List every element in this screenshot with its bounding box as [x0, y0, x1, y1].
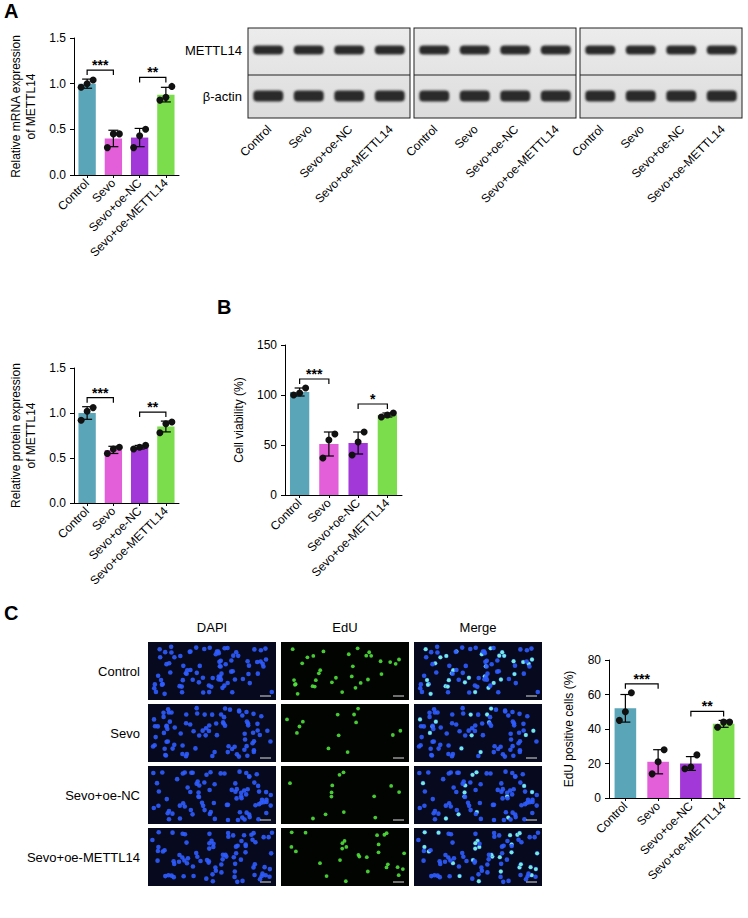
- svg-text:*: *: [370, 391, 376, 407]
- svg-text:Sevo: Sevo: [110, 726, 140, 741]
- svg-text:Sevo+oe-METTL14: Sevo+oe-METTL14: [312, 122, 396, 206]
- svg-text:80: 80: [588, 653, 602, 667]
- svg-text:Sevo+oe-NC: Sevo+oe-NC: [637, 799, 696, 858]
- html-text:A: A: [4, 0, 19, 22]
- svg-text:Sevo: Sevo: [452, 122, 481, 151]
- svg-text:of METTL14: of METTL14: [24, 402, 38, 468]
- svg-text:0.5: 0.5: [49, 122, 66, 136]
- svg-text:Control: Control: [593, 799, 630, 836]
- svg-text:Sevo+oe-NC: Sevo+oe-NC: [628, 122, 688, 181]
- svg-text:EdU: EdU: [332, 620, 357, 635]
- svg-text:**: **: [147, 64, 158, 80]
- svg-text:1.0: 1.0: [49, 406, 66, 420]
- svg-text:Control: Control: [55, 504, 92, 541]
- svg-text:Sevo+oe-NC: Sevo+oe-NC: [304, 496, 364, 555]
- svg-text:METTL14: METTL14: [185, 43, 242, 58]
- svg-text:0: 0: [270, 488, 277, 502]
- svg-text:0.5: 0.5: [49, 451, 66, 465]
- svg-text:**: **: [702, 698, 713, 714]
- svg-text:***: ***: [92, 385, 109, 401]
- svg-text:Control: Control: [98, 664, 140, 679]
- svg-text:Control: Control: [267, 496, 304, 533]
- svg-text:***: ***: [306, 366, 323, 382]
- svg-text:Cell viability (%): Cell viability (%): [232, 377, 246, 462]
- svg-text:***: ***: [634, 671, 651, 687]
- svg-text:40: 40: [588, 722, 602, 736]
- svg-text:1.5: 1.5: [49, 31, 66, 45]
- svg-text:of METTL14: of METTL14: [24, 73, 38, 139]
- svg-text:DAPI: DAPI: [197, 620, 227, 635]
- svg-text:Sevo+oe-METTL14: Sevo+oe-METTL14: [644, 122, 728, 206]
- svg-text:20: 20: [588, 757, 602, 771]
- svg-text:Sevo: Sevo: [286, 122, 315, 151]
- svg-text:0: 0: [594, 791, 601, 805]
- svg-text:β-actin: β-actin: [203, 89, 242, 104]
- svg-text:0.0: 0.0: [49, 496, 66, 510]
- svg-text:Control: Control: [55, 176, 92, 213]
- svg-text:0.0: 0.0: [49, 168, 66, 182]
- svg-text:**: **: [147, 399, 158, 415]
- svg-text:Sevo+oe-NC: Sevo+oe-NC: [462, 122, 522, 181]
- svg-text:100: 100: [257, 388, 277, 402]
- svg-text:Relative protein expression: Relative protein expression: [9, 363, 23, 508]
- svg-text:Merge: Merge: [460, 620, 497, 635]
- svg-text:50: 50: [264, 438, 278, 452]
- svg-text:Sevo+oe-NC: Sevo+oe-NC: [85, 504, 145, 563]
- svg-text:EdU positive cells (%): EdU positive cells (%): [562, 671, 576, 788]
- svg-text:Sevo+oe-NC: Sevo+oe-NC: [85, 176, 145, 235]
- svg-text:Control: Control: [569, 122, 606, 159]
- svg-text:***: ***: [92, 57, 109, 73]
- svg-text:Sevo: Sevo: [634, 799, 663, 828]
- svg-text:Sevo+oe-METTL14: Sevo+oe-METTL14: [309, 496, 393, 580]
- svg-text:Sevo+oe-METTL14: Sevo+oe-METTL14: [478, 122, 562, 206]
- svg-text:1.5: 1.5: [49, 361, 66, 375]
- svg-text:60: 60: [588, 688, 602, 702]
- svg-text:Sevo+oe-METTL14: Sevo+oe-METTL14: [27, 850, 140, 865]
- svg-text:Sevo+oe-METTL14: Sevo+oe-METTL14: [645, 799, 729, 883]
- svg-text:Control: Control: [237, 122, 274, 159]
- svg-text:Sevo+oe-NC: Sevo+oe-NC: [296, 122, 356, 181]
- svg-text:150: 150: [257, 338, 277, 352]
- svg-text:Sevo+oe-NC: Sevo+oe-NC: [65, 788, 140, 803]
- svg-text:1.0: 1.0: [49, 77, 66, 91]
- svg-text:Sevo: Sevo: [618, 122, 647, 151]
- svg-text:Sevo+oe-METTL14: Sevo+oe-METTL14: [87, 176, 171, 260]
- html-text:C: C: [4, 602, 19, 624]
- html-text:B: B: [217, 296, 232, 318]
- svg-text:Sevo+oe-METTL14: Sevo+oe-METTL14: [87, 504, 171, 588]
- svg-text:Control: Control: [403, 122, 440, 159]
- svg-text:Relative mRNA expression: Relative mRNA expression: [9, 35, 23, 178]
